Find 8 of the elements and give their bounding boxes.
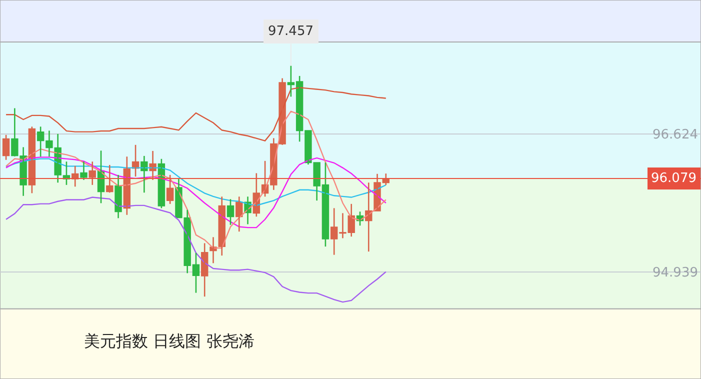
text: 美元指数 日线图 张尧浠 <box>84 332 254 351</box>
y-tick-label: 94.939 <box>652 265 698 280</box>
ref-line-label: 96.079 <box>651 171 696 186</box>
line-series <box>5 196 386 303</box>
line-series <box>5 86 386 142</box>
line-series <box>5 156 386 228</box>
y-tick-label: 96.624 <box>652 127 698 142</box>
annotation: 97.457 <box>268 24 314 39</box>
